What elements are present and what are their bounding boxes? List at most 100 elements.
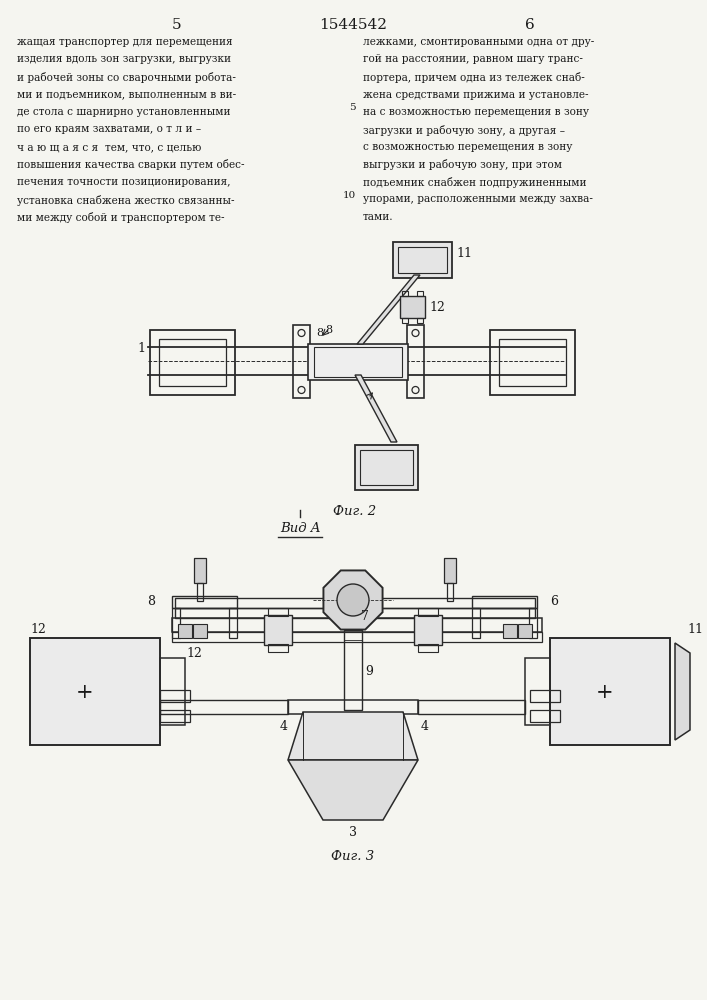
Text: 3: 3 bbox=[349, 826, 357, 839]
Bar bbox=[197, 583, 203, 601]
Text: печения точности позиционирования,: печения точности позиционирования, bbox=[17, 177, 230, 187]
Polygon shape bbox=[288, 712, 418, 760]
Bar bbox=[407, 325, 424, 398]
Text: выгрузки и рабочую зону, при этом: выгрузки и рабочую зону, при этом bbox=[363, 159, 562, 170]
Bar bbox=[400, 296, 425, 318]
Text: установка снабжена жестко связанны-: установка снабжена жестко связанны- bbox=[17, 194, 235, 206]
Text: Фиг. 3: Фиг. 3 bbox=[332, 850, 375, 863]
Text: упорами, расположенными между захва-: упорами, расположенными между захва- bbox=[363, 194, 593, 205]
Text: 1544542: 1544542 bbox=[319, 18, 387, 32]
Bar bbox=[393, 242, 452, 278]
Text: ч а ю щ а я с я  тем, что, с целью: ч а ю щ а я с я тем, что, с целью bbox=[17, 142, 201, 152]
Bar bbox=[530, 710, 560, 722]
Bar bbox=[418, 608, 438, 616]
Text: и рабочей зоны со сварочными робота-: и рабочей зоны со сварочными робота- bbox=[17, 72, 236, 83]
Text: 8: 8 bbox=[325, 325, 332, 335]
Text: 8: 8 bbox=[316, 328, 323, 338]
Bar bbox=[417, 291, 423, 296]
Bar bbox=[293, 325, 310, 398]
Text: +: + bbox=[76, 683, 94, 702]
Bar bbox=[160, 700, 288, 714]
Text: 6: 6 bbox=[525, 18, 535, 32]
Bar bbox=[268, 644, 288, 652]
Bar bbox=[30, 638, 160, 745]
Text: 12: 12 bbox=[429, 301, 445, 314]
Bar bbox=[175, 608, 535, 618]
Bar bbox=[360, 450, 413, 485]
Text: Вид A: Вид A bbox=[280, 522, 320, 535]
Bar bbox=[444, 558, 456, 583]
Text: загрузки и рабочую зону, а другая –: загрузки и рабочую зону, а другая – bbox=[363, 124, 565, 135]
Text: 12: 12 bbox=[30, 623, 46, 636]
Polygon shape bbox=[357, 275, 420, 344]
Text: жащая транспортер для перемещения: жащая транспортер для перемещения bbox=[17, 37, 233, 47]
Bar bbox=[402, 291, 408, 296]
Text: повышения качества сварки путем обес-: повышения качества сварки путем обес- bbox=[17, 159, 245, 170]
Bar bbox=[344, 630, 362, 710]
Bar bbox=[518, 624, 532, 638]
Text: де стола с шарнирно установленными: де стола с шарнирно установленными bbox=[17, 107, 230, 117]
Text: тами.: тами. bbox=[363, 212, 394, 222]
Bar bbox=[172, 632, 542, 642]
Bar bbox=[172, 618, 542, 632]
Bar bbox=[264, 615, 292, 645]
Text: Фиг. 2: Фиг. 2 bbox=[334, 505, 377, 518]
Bar bbox=[529, 608, 537, 638]
Text: на с возможностью перемещения в зону: на с возможностью перемещения в зону bbox=[363, 107, 589, 117]
Text: с возможностью перемещения в зону: с возможностью перемещения в зону bbox=[363, 142, 573, 152]
Polygon shape bbox=[288, 760, 418, 820]
Bar bbox=[160, 690, 190, 702]
Text: ми между собой и транспортером те-: ми между собой и транспортером те- bbox=[17, 212, 225, 223]
Polygon shape bbox=[323, 570, 382, 630]
Text: 7: 7 bbox=[361, 610, 369, 623]
Bar bbox=[503, 624, 517, 638]
Bar bbox=[194, 558, 206, 583]
Bar bbox=[178, 624, 192, 638]
Bar bbox=[530, 690, 560, 702]
Bar bbox=[308, 344, 408, 380]
Polygon shape bbox=[355, 375, 397, 442]
Text: 11: 11 bbox=[687, 623, 703, 636]
Bar bbox=[172, 608, 180, 638]
Bar bbox=[418, 644, 438, 652]
Text: 4: 4 bbox=[280, 720, 288, 733]
Text: 10: 10 bbox=[342, 190, 356, 200]
Text: +: + bbox=[596, 683, 614, 702]
Text: гой на расстоянии, равном шагу транс-: гой на расстоянии, равном шагу транс- bbox=[363, 54, 583, 64]
Bar bbox=[172, 596, 237, 608]
Text: лежками, смонтированными одна от дру-: лежками, смонтированными одна от дру- bbox=[363, 37, 595, 47]
Text: жена средствами прижима и установле-: жена средствами прижима и установле- bbox=[363, 90, 588, 100]
Bar bbox=[414, 615, 442, 645]
Bar bbox=[355, 445, 418, 490]
Text: 6: 6 bbox=[550, 595, 558, 608]
Bar bbox=[418, 700, 525, 714]
Text: 11: 11 bbox=[456, 247, 472, 260]
Text: портера, причем одна из тележек снаб-: портера, причем одна из тележек снаб- bbox=[363, 72, 585, 83]
Bar bbox=[550, 638, 670, 745]
Text: 1: 1 bbox=[137, 342, 145, 355]
Circle shape bbox=[337, 584, 369, 616]
Text: 5: 5 bbox=[349, 103, 356, 112]
Text: 9: 9 bbox=[365, 665, 373, 678]
Bar bbox=[160, 658, 185, 725]
Bar bbox=[472, 596, 537, 608]
Bar bbox=[525, 658, 550, 725]
Bar bbox=[314, 347, 402, 377]
Bar bbox=[499, 339, 566, 386]
Bar bbox=[472, 608, 480, 638]
Text: изделия вдоль зон загрузки, выгрузки: изделия вдоль зон загрузки, выгрузки bbox=[17, 54, 231, 64]
Bar bbox=[490, 330, 575, 395]
Text: подъемник снабжен подпружиненными: подъемник снабжен подпружиненными bbox=[363, 177, 587, 188]
Text: по его краям захватами, о т л и –: по его краям захватами, о т л и – bbox=[17, 124, 201, 134]
Text: 5: 5 bbox=[173, 18, 182, 32]
Bar bbox=[175, 598, 535, 608]
Text: ми и подъемником, выполненным в ви-: ми и подъемником, выполненным в ви- bbox=[17, 90, 236, 100]
Bar bbox=[417, 318, 423, 323]
Bar bbox=[193, 624, 207, 638]
Bar bbox=[288, 700, 418, 714]
Bar bbox=[268, 608, 288, 616]
Text: 12: 12 bbox=[186, 647, 202, 660]
Polygon shape bbox=[675, 643, 690, 740]
Text: 8: 8 bbox=[147, 595, 155, 608]
Bar bbox=[398, 247, 447, 273]
